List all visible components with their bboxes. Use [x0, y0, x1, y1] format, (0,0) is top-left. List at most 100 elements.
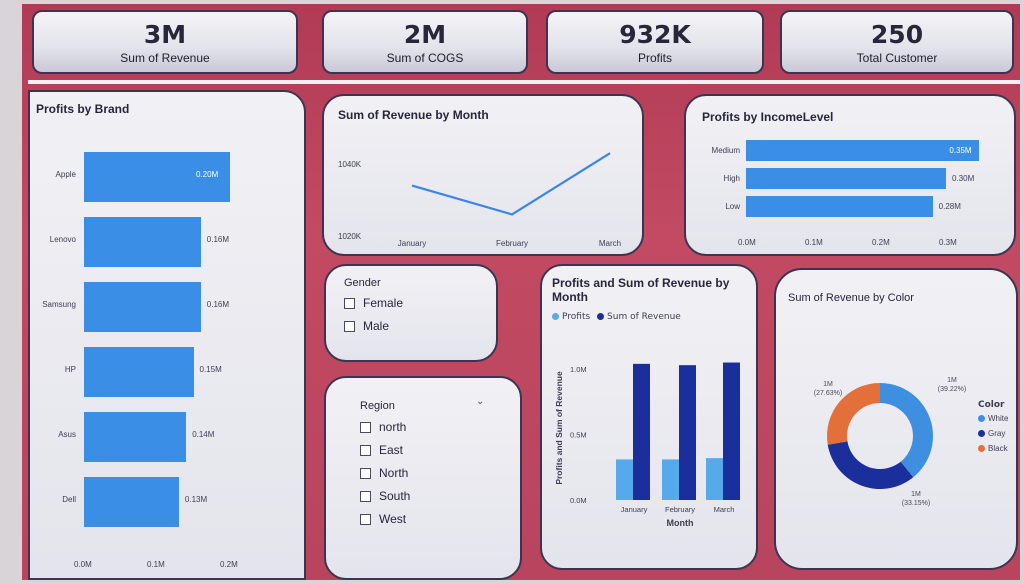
combo-x-tick: March [714, 505, 735, 514]
region-option-north[interactable]: North [360, 466, 408, 480]
combo-x-tick: January [621, 505, 648, 514]
revenue-y-tick: 1020K [338, 232, 362, 241]
color-legend-dot [978, 415, 985, 423]
combo-y-axis-label: Profits and Sum of Revenue [554, 371, 564, 485]
region-dropdown-chevron-icon[interactable]: ⌄ [476, 396, 485, 407]
brand-bar [84, 477, 179, 527]
gender-slicer[interactable]: Gender Female Male [324, 264, 498, 362]
region-option-north-lower[interactable]: north [360, 420, 406, 434]
revenue-x-tick: January [398, 239, 426, 248]
revenue-by-month-title: Sum of Revenue by Month [338, 108, 489, 122]
color-legend-label: Gray [988, 429, 1006, 438]
brand-label: Dell [62, 495, 76, 504]
region-option-west[interactable]: West [360, 512, 406, 526]
income-bar [746, 140, 980, 161]
donut-value-label: 1M [823, 381, 833, 388]
profits-by-income-title: Profits by IncomeLevel [702, 110, 834, 124]
profits-revenue-by-month-panel[interactable]: Profits and Sum of Revenue by Month Prof… [540, 264, 758, 570]
income-x-tick: 0.1M [805, 238, 823, 247]
profits-revenue-title: Profits and Sum of Revenue by Month [552, 276, 730, 304]
brand-value-label: 0.13M [184, 495, 208, 504]
kpi-cogs-card[interactable]: 2M Sum of COGS [322, 10, 528, 74]
revenue-x-tick: March [599, 239, 621, 248]
color-legend-item: Black [978, 444, 1008, 453]
brand-value-label: 0.14M [192, 430, 215, 439]
combo-y-tick: 1.0M [570, 365, 587, 374]
dashboard-screen: 3M Sum of Revenue 2M Sum of COGS 932K Pr… [22, 4, 1020, 580]
brand-bar [84, 347, 194, 397]
color-legend: White Gray Black [978, 414, 1008, 459]
kpi-revenue-card[interactable]: 3M Sum of Revenue [32, 10, 298, 74]
color-legend-label: White [988, 414, 1009, 423]
donut-slice [880, 383, 933, 478]
kpi-profits-card[interactable]: 932K Profits [546, 10, 764, 74]
profits-by-brand-title: Profits by Brand [36, 102, 130, 116]
east-label: East [379, 443, 404, 457]
revenue-by-month-chart: 1040K 1020K January February March [338, 152, 621, 248]
kpi-revenue-value: 3M [143, 20, 187, 49]
income-value-label: 0.35M [949, 146, 972, 155]
male-checkbox[interactable] [344, 320, 355, 332]
income-bar [746, 168, 946, 189]
north-label: North [379, 466, 409, 480]
south-checkbox[interactable] [360, 490, 371, 502]
revenue-column [633, 363, 650, 500]
profits-by-brand-panel[interactable]: Profits by Brand Apple 0.20M Lenovo 0.16M Sa… [28, 90, 306, 580]
revenue-by-color-title: Sum of Revenue by Color [788, 292, 914, 304]
gender-slicer-title: Gender [344, 277, 381, 289]
combo-y-tick: 0.5M [570, 431, 587, 440]
color-legend-label: Black [988, 444, 1008, 453]
donut-pct-label: (39.22%) [938, 386, 966, 393]
income-value-label: 0.28M [938, 202, 961, 211]
profits-by-income-panel[interactable]: Profits by IncomeLevel Medium 0.35M High 0.… [684, 94, 1016, 256]
brand-label: Lenovo [49, 235, 76, 244]
gender-option-female[interactable]: Female [344, 296, 403, 310]
region-slicer[interactable]: Region ⌄ north East North South West [324, 376, 522, 580]
color-legend-dot [978, 445, 985, 453]
brand-label: Samsung [42, 300, 76, 309]
profits-legend-label: Profits [562, 312, 591, 322]
profits-column [662, 459, 679, 500]
brand-bar [84, 412, 187, 462]
profits-column [706, 458, 723, 500]
kpi-customers-value: 250 [870, 20, 924, 49]
kpi-revenue-label: Sum of Revenue [120, 51, 210, 65]
donut-slice [827, 383, 880, 445]
brand-value-label: 0.15M [199, 365, 222, 374]
female-checkbox[interactable] [344, 297, 355, 309]
revenue-by-month-panel[interactable]: Sum of Revenue by Month 1040K 1020K Januar… [322, 94, 644, 256]
profits-revenue-chart: January February March 1.0M 0.5M 0.0M Profits … [554, 362, 740, 528]
revenue-y-tick: 1040K [338, 160, 362, 169]
brand-label: HP [64, 365, 76, 374]
region-option-east[interactable]: East [360, 443, 403, 457]
kpi-customers-card[interactable]: 250 Total Customer [780, 10, 1014, 74]
revenue-column [679, 365, 696, 500]
donut-pct-label: (33.15%) [902, 500, 930, 507]
kpi-cogs-value: 2M [403, 20, 447, 49]
north-checkbox[interactable] [360, 467, 371, 479]
kpi-cogs-label: Sum of COGS [386, 51, 464, 65]
profits-column [616, 459, 633, 500]
region-option-south[interactable]: South [360, 489, 410, 503]
donut-slice [827, 441, 914, 489]
income-x-tick: 0.0M [738, 238, 756, 247]
north-lower-label: north [379, 420, 407, 434]
revenue-by-color-chart: 1M (39.22%) 1M (33.15%) 1M (27.63%) [814, 377, 966, 507]
brand-bar [84, 152, 230, 202]
brand-x-tick: 0.2M [220, 560, 238, 569]
income-label: Medium [711, 146, 740, 155]
combo-x-tick: February [665, 505, 695, 514]
east-checkbox[interactable] [360, 444, 371, 456]
brand-value-label: 0.20M [196, 170, 219, 179]
kpi-profits-value: 932K [619, 20, 691, 49]
revenue-x-tick: February [496, 239, 528, 248]
north-lower-checkbox[interactable] [360, 421, 371, 433]
income-x-tick: 0.2M [872, 238, 890, 247]
revenue-column [723, 362, 740, 500]
brand-value-label: 0.16M [206, 235, 230, 244]
gender-option-male[interactable]: Male [344, 319, 389, 333]
west-checkbox[interactable] [360, 513, 371, 525]
revenue-by-color-panel[interactable]: Sum of Revenue by Color 1M (39.22%) 1M (33.… [774, 268, 1018, 570]
brand-bar [84, 282, 201, 332]
west-label: West [379, 512, 407, 526]
